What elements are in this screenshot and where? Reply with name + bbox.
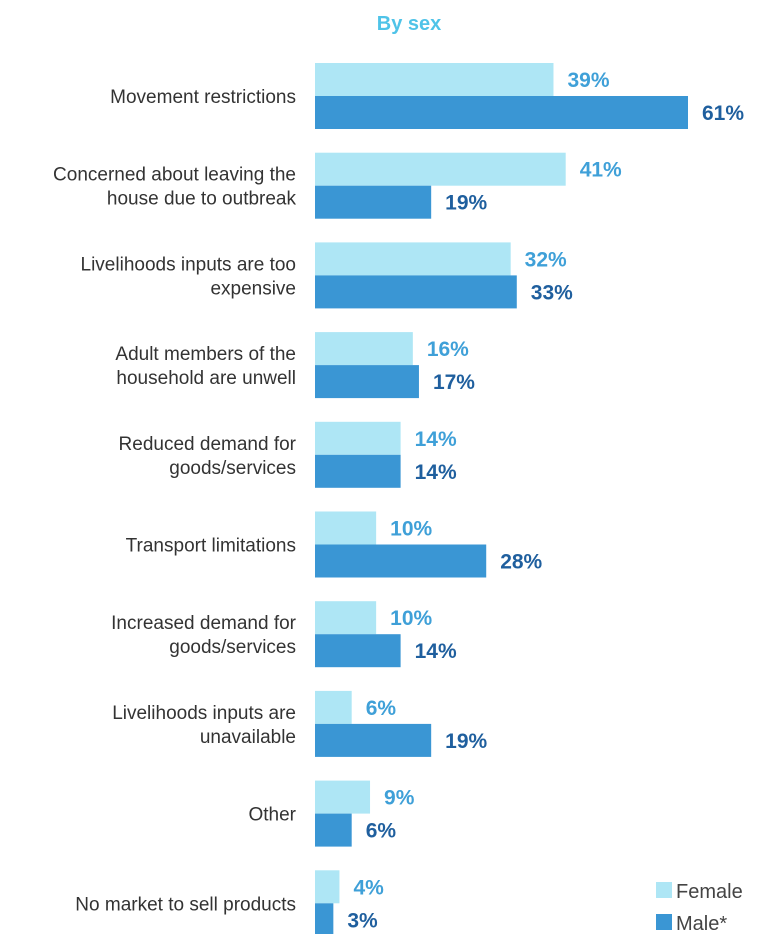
legend-swatch bbox=[656, 914, 672, 930]
category-label-line: No market to sell products bbox=[75, 894, 296, 915]
category-label-line: Livelihoods inputs are too bbox=[81, 254, 296, 275]
legend-label: Female bbox=[676, 881, 743, 903]
category-label-line: Livelihoods inputs are bbox=[112, 703, 296, 724]
category-label-line: Reduced demand for bbox=[119, 434, 297, 455]
bar-male bbox=[315, 634, 401, 668]
data-label: 4% bbox=[353, 876, 384, 899]
data-label: 10% bbox=[390, 518, 432, 541]
bar-female bbox=[315, 780, 371, 814]
category-label: Livelihoods inputs are too expensive bbox=[81, 254, 296, 299]
category-label-line: Adult members of the bbox=[115, 344, 296, 365]
category-label-line: house due to outbreak bbox=[107, 189, 297, 210]
legend-label: Male* bbox=[676, 913, 727, 934]
category-label-line: Increased demand for bbox=[111, 613, 297, 634]
data-label: 33% bbox=[531, 281, 573, 304]
bar-male bbox=[315, 813, 352, 847]
data-label: 14% bbox=[415, 461, 457, 484]
category-label: Livelihoods inputs are unavailable bbox=[112, 703, 296, 748]
bar-female bbox=[315, 152, 566, 186]
category-label-line: goods/services bbox=[169, 458, 296, 479]
bar-male bbox=[315, 903, 334, 934]
category-label: Reduced demand for goods/services bbox=[119, 434, 297, 479]
data-label: 14% bbox=[415, 640, 457, 663]
data-label: 41% bbox=[580, 159, 622, 182]
plot-area: Movement restrictions 39% 61% Concerned abo… bbox=[53, 63, 744, 934]
data-label: 3% bbox=[347, 909, 378, 932]
bar-female bbox=[315, 63, 554, 96]
data-label: 10% bbox=[390, 607, 432, 630]
category-label: Adult members of the household are unwell bbox=[115, 344, 296, 389]
bar-male bbox=[315, 96, 688, 129]
category-label: Other bbox=[248, 805, 296, 826]
category-label-line: Movement restrictions bbox=[110, 87, 296, 108]
bar-male bbox=[315, 723, 432, 757]
data-label: 32% bbox=[525, 248, 567, 271]
category-label-line: household are unwell bbox=[116, 368, 296, 389]
bar-male bbox=[315, 544, 487, 578]
category-label-line: unavailable bbox=[200, 727, 296, 748]
data-label: 6% bbox=[366, 820, 397, 843]
data-label: 39% bbox=[567, 69, 609, 92]
data-label: 19% bbox=[445, 730, 487, 753]
legend: Female Male* bbox=[656, 881, 743, 934]
bar-female bbox=[315, 332, 413, 366]
data-label: 6% bbox=[366, 697, 397, 720]
legend-swatch bbox=[656, 882, 672, 898]
category-label: Movement restrictions bbox=[110, 87, 296, 108]
category-label-line: Other bbox=[248, 805, 296, 826]
bar-female bbox=[315, 690, 352, 724]
category-label-line: goods/services bbox=[169, 637, 296, 658]
category-label-line: expensive bbox=[210, 278, 296, 299]
category-label-line: Transport limitations bbox=[126, 536, 296, 557]
chart-title: By sex bbox=[377, 13, 442, 35]
bar-female bbox=[315, 421, 401, 455]
data-label: 14% bbox=[415, 428, 457, 451]
data-label: 17% bbox=[433, 371, 475, 394]
bar-male bbox=[315, 275, 517, 309]
category-label: Increased demand for goods/services bbox=[111, 613, 297, 658]
data-label: 9% bbox=[384, 787, 415, 810]
data-label: 61% bbox=[702, 102, 744, 125]
bar-female bbox=[315, 870, 340, 904]
category-label: No market to sell products bbox=[75, 894, 296, 915]
data-label: 28% bbox=[500, 551, 542, 574]
category-label-line: Concerned about leaving the bbox=[53, 165, 296, 186]
bar-male bbox=[315, 185, 432, 219]
bar-male bbox=[315, 365, 419, 399]
bar-female bbox=[315, 242, 511, 276]
bar-female bbox=[315, 511, 377, 545]
category-label: Concerned about leaving the house due to … bbox=[53, 165, 296, 210]
bar-female bbox=[315, 601, 377, 635]
data-label: 19% bbox=[445, 192, 487, 215]
category-label: Transport limitations bbox=[126, 536, 296, 557]
data-label: 16% bbox=[427, 338, 469, 361]
bar-male bbox=[315, 454, 401, 488]
